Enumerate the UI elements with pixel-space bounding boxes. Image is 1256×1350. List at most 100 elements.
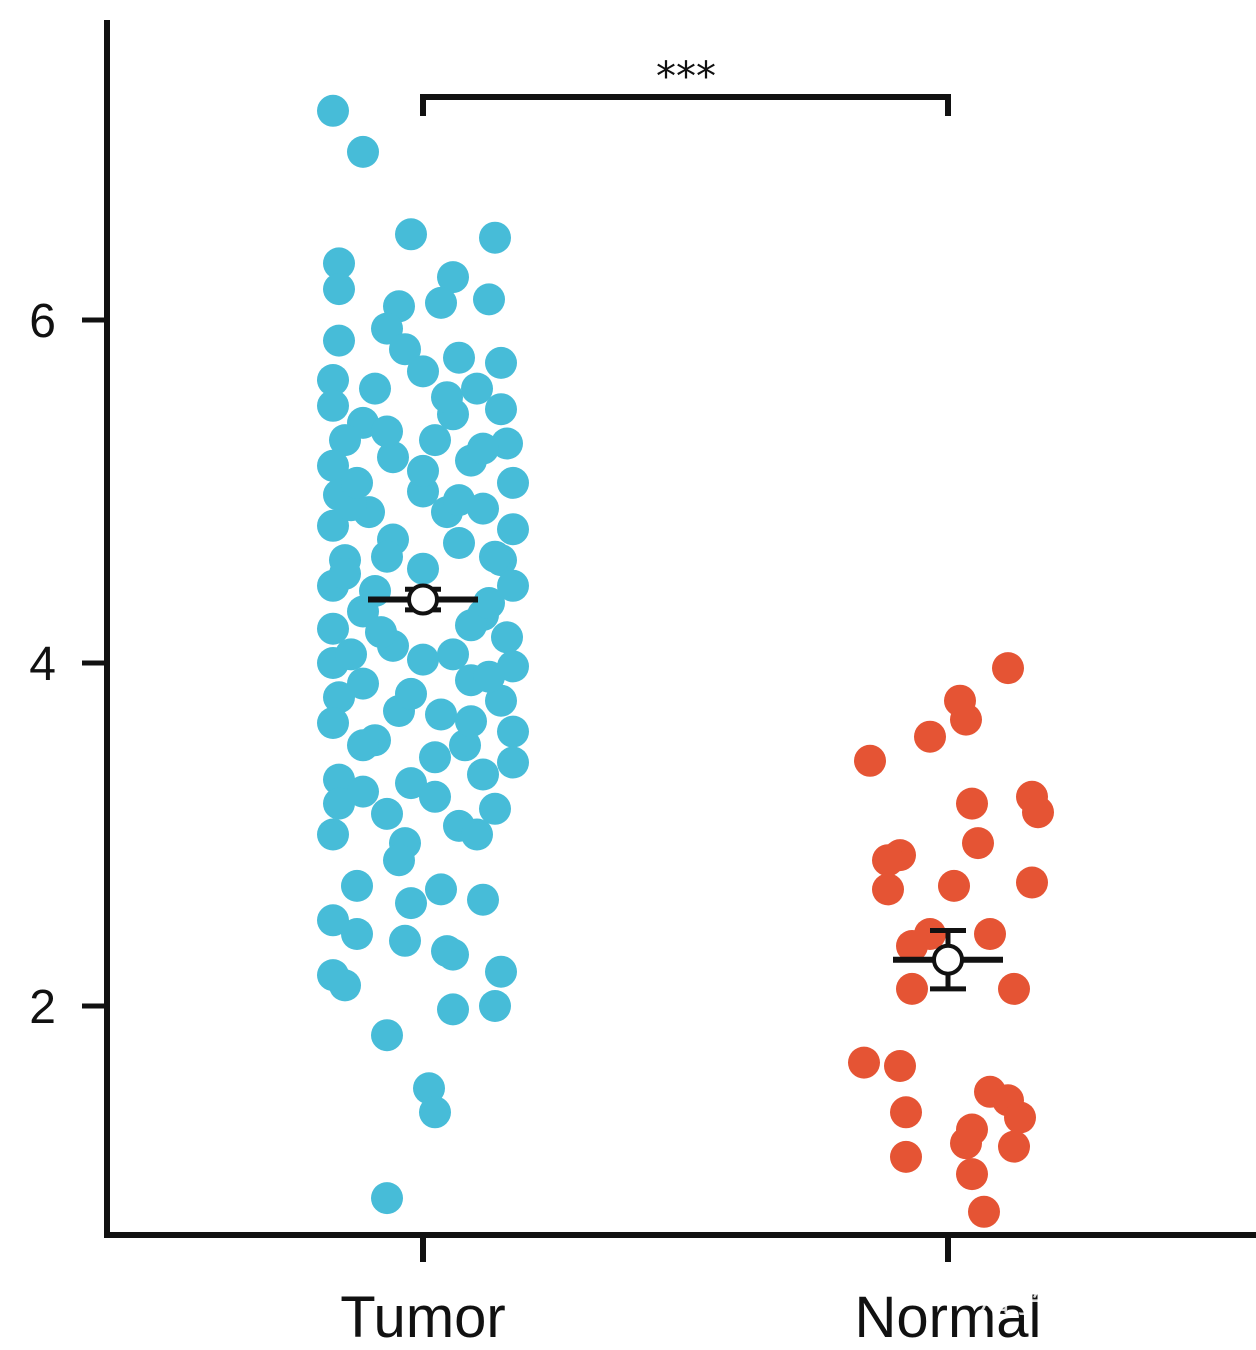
tumor-point bbox=[437, 261, 469, 294]
tumor-point bbox=[341, 466, 373, 499]
tumor-point bbox=[419, 424, 451, 457]
normal-point bbox=[998, 1130, 1030, 1163]
tumor-point bbox=[425, 286, 457, 319]
tumor-point bbox=[419, 1096, 451, 1129]
normal-point bbox=[890, 1140, 922, 1173]
tumor-point bbox=[449, 729, 481, 762]
tumor-point bbox=[455, 705, 487, 738]
tumor-point bbox=[317, 904, 349, 937]
tumor-point bbox=[323, 763, 355, 796]
tumor-point bbox=[473, 587, 505, 619]
tumor-point bbox=[317, 364, 349, 396]
y-tick-label: 4 bbox=[29, 638, 56, 691]
tumor-point bbox=[371, 1182, 403, 1215]
y-tick-label: 2 bbox=[29, 981, 56, 1034]
normal-point bbox=[1016, 866, 1048, 899]
tumor-point bbox=[491, 621, 523, 654]
x-tick-label-normal: Normal bbox=[855, 1285, 1042, 1350]
tumor-point bbox=[317, 449, 349, 482]
normal-point bbox=[896, 972, 928, 1005]
tumor-point bbox=[365, 616, 397, 649]
tumor-point bbox=[371, 1019, 403, 1052]
tumor-point bbox=[425, 698, 457, 731]
tumor-point bbox=[443, 484, 475, 517]
normal-point bbox=[1022, 796, 1054, 829]
tumor-point bbox=[371, 312, 403, 345]
tumor-point bbox=[437, 638, 469, 671]
tumor-point bbox=[329, 424, 361, 457]
tumor-point bbox=[479, 990, 511, 1022]
tumor-point bbox=[323, 324, 355, 357]
tumor-point bbox=[485, 955, 517, 988]
tumor-point bbox=[317, 612, 349, 645]
tumor-point bbox=[407, 355, 439, 388]
tumor-point bbox=[317, 707, 349, 739]
normal-point bbox=[848, 1046, 880, 1079]
tumor-point bbox=[323, 681, 355, 714]
tumor-point bbox=[443, 341, 475, 374]
normal-point bbox=[884, 1050, 916, 1082]
tumor-point bbox=[467, 758, 499, 791]
tumor-point bbox=[323, 273, 355, 306]
tumor-point bbox=[467, 492, 499, 525]
normal-point bbox=[974, 918, 1006, 950]
tumor-point bbox=[407, 552, 439, 585]
normal-mean-ci bbox=[893, 928, 1003, 992]
tumor-point bbox=[347, 729, 379, 762]
tumor-point bbox=[497, 569, 529, 602]
tumor-point bbox=[359, 372, 391, 405]
normal-point bbox=[890, 1096, 922, 1129]
tumor-point bbox=[371, 797, 403, 830]
normal-point bbox=[854, 744, 886, 777]
significance-bracket: *** bbox=[420, 54, 951, 116]
tumor-point bbox=[485, 346, 517, 379]
y-tick-label: 6 bbox=[29, 295, 56, 348]
tumor-point bbox=[467, 883, 499, 916]
normal-mean-marker bbox=[932, 943, 964, 976]
tumor-point bbox=[479, 221, 511, 254]
tumor-mean-ci bbox=[368, 583, 478, 616]
tumor-point bbox=[389, 924, 421, 957]
tumor-point bbox=[479, 540, 511, 573]
tumor-point bbox=[491, 427, 523, 460]
tumor-point bbox=[497, 513, 529, 546]
normal-point bbox=[962, 827, 994, 860]
tumor-point bbox=[329, 969, 361, 1002]
tumor-point bbox=[479, 792, 511, 825]
tumor-point bbox=[497, 650, 529, 683]
bracket-line bbox=[420, 94, 951, 116]
normal-point bbox=[950, 1127, 982, 1160]
tumor-point bbox=[431, 381, 463, 414]
tumor-point bbox=[347, 667, 379, 700]
normal-point bbox=[914, 720, 946, 753]
tumor-point bbox=[419, 741, 451, 774]
tumor-point bbox=[407, 643, 439, 676]
tumor-point bbox=[497, 466, 529, 499]
tumor-point bbox=[395, 767, 427, 800]
tumor-point bbox=[467, 432, 499, 465]
x-ticks: Tumor Normal bbox=[340, 1235, 1041, 1350]
normal-point bbox=[896, 930, 928, 962]
normal-point bbox=[938, 869, 970, 902]
watermark: 知乎 @生信分析 bbox=[976, 1281, 1225, 1321]
normal-point bbox=[956, 787, 988, 820]
tumor-point bbox=[419, 780, 451, 813]
tumor-point bbox=[323, 247, 355, 280]
tumor-mean-marker bbox=[407, 583, 439, 616]
tumor-point bbox=[329, 557, 361, 590]
tumor-point bbox=[371, 415, 403, 448]
tumor-point bbox=[437, 993, 469, 1026]
points-layer bbox=[317, 94, 1054, 1228]
normal-point bbox=[956, 1158, 988, 1191]
tumor-point bbox=[425, 873, 457, 906]
tumor-point bbox=[317, 509, 349, 542]
tumor-point bbox=[461, 818, 493, 851]
tumor-point bbox=[371, 540, 403, 573]
tumor-point bbox=[323, 787, 355, 820]
normal-point bbox=[872, 873, 904, 906]
tumor-point bbox=[341, 918, 373, 950]
significance-label: *** bbox=[656, 54, 716, 100]
normal-point bbox=[998, 972, 1030, 1005]
tumor-point bbox=[473, 660, 505, 693]
